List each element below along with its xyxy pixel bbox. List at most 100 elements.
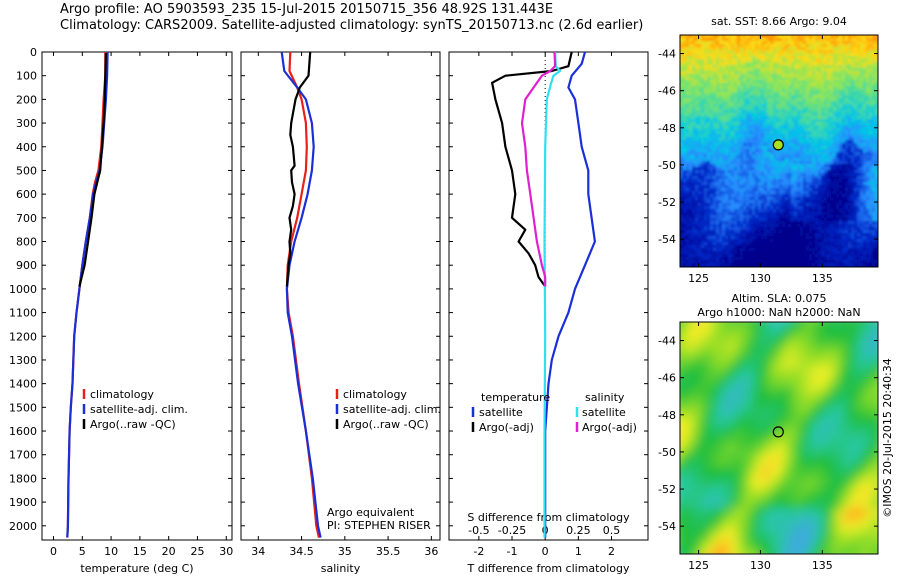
map-cell [701,179,705,183]
map-cell [824,98,828,102]
map-cell [839,98,843,102]
map-cell [746,128,750,132]
map-cell [803,74,807,78]
map-cell [869,197,873,201]
map-cell [863,182,867,186]
map-cell [827,203,831,207]
map-cell [743,41,747,45]
map-cell [776,233,780,237]
map-cell [812,35,816,39]
map-cell [692,71,696,75]
map-cell [776,122,780,126]
map-cell [740,161,744,165]
map-cell [710,83,714,87]
map-cell [821,101,825,105]
map-cell [752,44,756,48]
y-tick-label: 600 [16,188,37,201]
map-cell [854,119,858,123]
map-cell [692,212,696,216]
map-cell [722,113,726,117]
map-cell [830,59,834,63]
map-cell [797,203,801,207]
map-cell [710,110,714,114]
map-cell [842,80,846,84]
map-cell [752,140,756,144]
map-cell [857,80,861,84]
map-cell [728,41,732,45]
map-cell [854,197,858,201]
map-cell [701,152,705,156]
map-cell [761,107,765,111]
map-cell [767,74,771,78]
map-cell [776,101,780,105]
map-cell [749,74,753,78]
map-cell [728,104,732,108]
map-cell [731,191,735,195]
map-cell [845,101,849,105]
map-cell [875,131,878,135]
map-cell [725,92,729,96]
map-cell [722,149,726,153]
map-cell [857,35,861,39]
map-cell [821,161,825,165]
map-cell [854,41,858,45]
map-cell [836,41,840,45]
map-cell [839,197,843,201]
map-cell [788,86,792,90]
map-cell [845,104,849,108]
map-cell [764,125,768,129]
map-cell [779,62,783,66]
map-cell [809,98,813,102]
map-cell [737,200,741,204]
map-cell [866,209,870,213]
map-cell [797,53,801,57]
map-cell [719,56,723,60]
map-cell [743,53,747,57]
map-cell [680,146,684,150]
map-cell [791,116,795,120]
map-cell [818,98,822,102]
map-cell [716,128,720,132]
map-cell [812,230,816,234]
map-cell [746,197,750,201]
map-cell [692,131,696,135]
map-cell [875,173,878,177]
map-cell [728,47,732,51]
map-cell [722,185,726,189]
map-cell [704,236,708,240]
map-cell [836,128,840,132]
map-cell [845,182,849,186]
map-cell [701,38,705,42]
map-cell [749,203,753,207]
map-cell [875,50,878,54]
map-cell [869,155,873,159]
map-cell [680,113,684,117]
map-cell [809,68,813,72]
map-cell [764,197,768,201]
map-cell [878,44,882,48]
map-cell [833,185,837,189]
map-cell [785,221,789,225]
map-cell [842,95,846,99]
map-cell [758,221,762,225]
map-cell [821,128,825,132]
map-cell [800,41,804,45]
map-cell [851,98,855,102]
map-cell [770,218,774,222]
map-cell [812,56,816,60]
map-cell [764,239,768,243]
map-cell [752,197,756,201]
map-cell [713,158,717,162]
map-cell [833,179,837,183]
legend-label: climatology [90,388,154,401]
map-cell [812,125,816,129]
map-cell [815,95,819,99]
map-cell [878,110,882,114]
map-cell [812,113,816,117]
map-cell [836,191,840,195]
map-cell [731,152,735,156]
map-cell [833,215,837,219]
map-cell [839,167,843,171]
map-cell [734,197,738,201]
map-cell [680,164,684,168]
